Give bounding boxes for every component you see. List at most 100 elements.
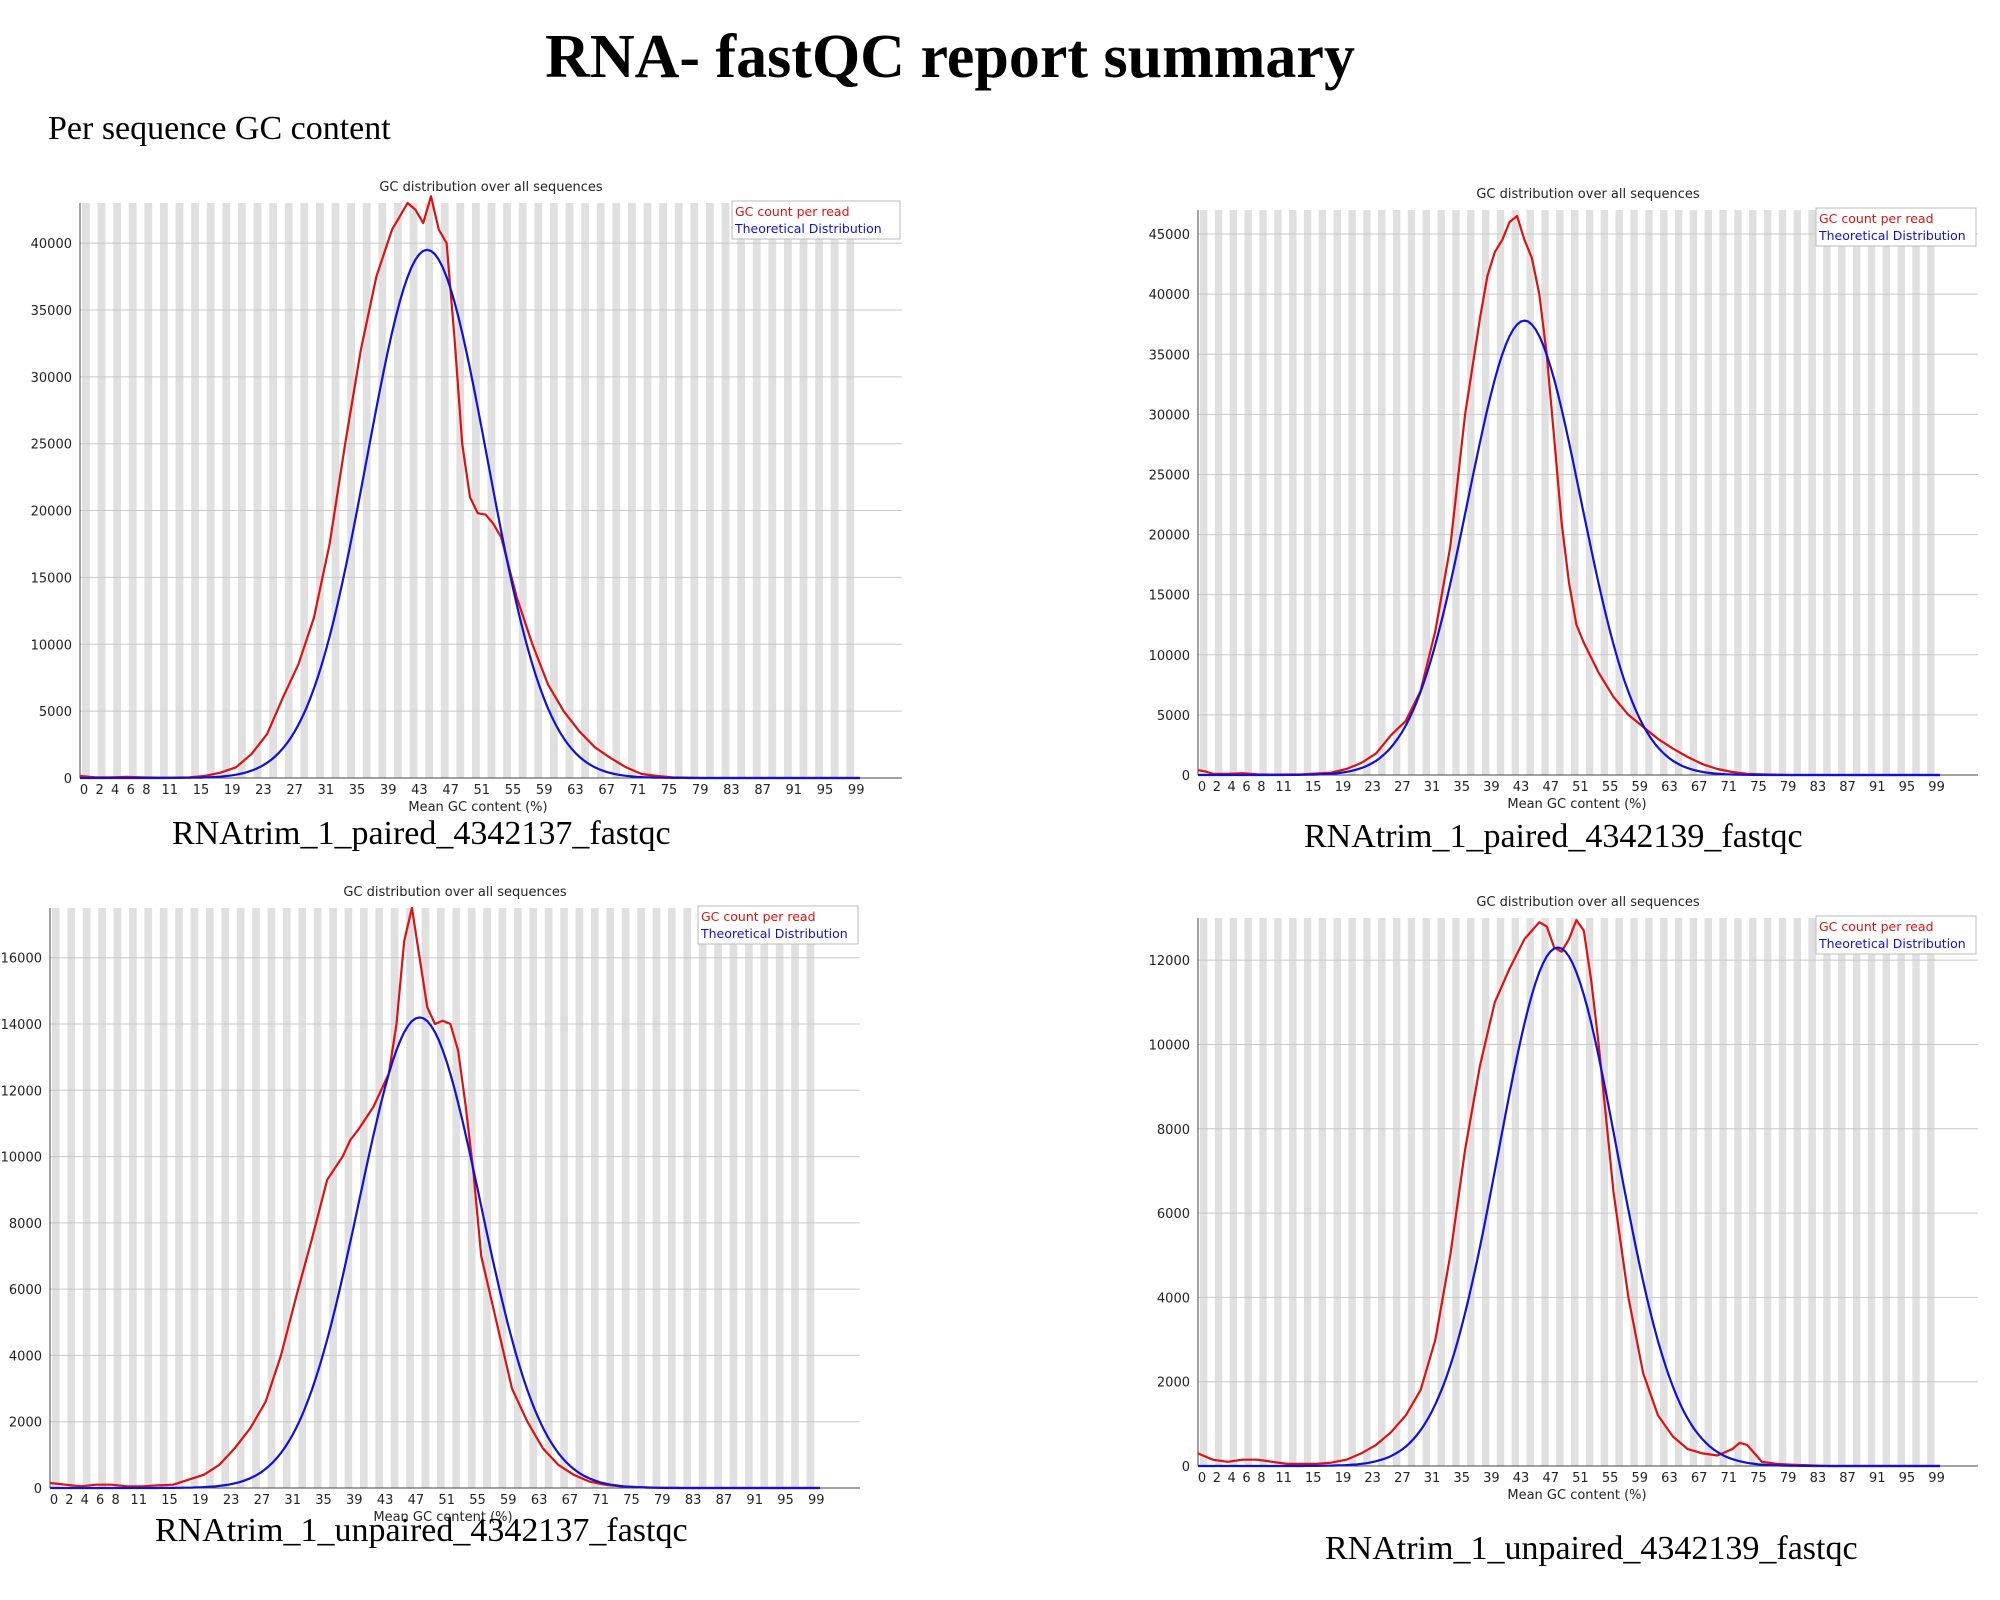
stripe [1496,210,1505,775]
stripe [1422,210,1431,775]
stripe [560,908,568,1488]
x-tick-label: 91 [1869,780,1886,795]
legend-entry: GC count per read [735,204,850,219]
stripe [238,203,246,778]
stripe [1927,210,1935,775]
x-tick-label: 59 [500,1493,517,1508]
series-theoretical-line [50,1016,820,1490]
legend: GC count per read Theoretical Distributio… [1815,915,1977,955]
stripe [729,908,738,1488]
y-tick-label: 35000 [31,304,72,319]
x-tick-label: 31 [284,1493,301,1508]
x-tick-label: 19 [1335,780,1352,795]
x-tick-label: 79 [654,1493,671,1508]
y-tick-label: 14000 [1,1018,42,1033]
stripe [1689,210,1698,775]
stripe [683,908,692,1488]
stripe [1823,918,1831,1466]
y-tick-label: 5000 [39,705,72,720]
y-tick-label: 30000 [1149,408,1190,423]
x-tick-label: 75 [1750,780,1767,795]
stripe [565,203,574,778]
stripe [1778,918,1787,1466]
stripe [1838,210,1846,775]
stripe [1867,918,1876,1466]
x-tick-label: 71 [1721,780,1738,795]
x-axis-label: Mean GC content (%) [1507,797,1646,812]
stripe [775,908,784,1488]
y-tick-label: 45000 [1149,228,1190,243]
series-theoretical-line [80,248,860,780]
x-axis-label: Mean GC content (%) [408,800,547,815]
x-tick-label: 51 [1572,780,1589,795]
chart-title: GC distribution over all sequences [379,180,603,195]
stripe [737,203,745,778]
stripe [1927,918,1935,1466]
stripe [1496,918,1505,1466]
chart-caption: RNAtrim_1_unpaired_4342139_fastqc [1325,1530,1858,1567]
chart-panel-unpaired-4342139: GC distribution over all sequences 0 2000 4… [1120,890,2000,1590]
stripe [1734,918,1742,1466]
stripe [768,203,777,778]
stripe [1259,918,1267,1466]
stripe [1600,210,1609,775]
background-stripes [1200,918,1935,1466]
x-tick-label: 4 [1228,1471,1236,1486]
background-stripes [1200,210,1935,775]
stripe [472,203,480,778]
x-tick-label: 39 [380,783,397,798]
x-tick-label: 11 [130,1493,147,1508]
x-tick-label: 91 [1869,1471,1886,1486]
x-tick-label: 83 [1810,780,1827,795]
legend-entry: GC count per read [1819,211,1934,226]
gc-chart-unpaired-4342137: GC distribution over all sequences 0 2000 4… [1,885,860,1525]
x-tick-label: 35 [315,1493,332,1508]
x-tick-label: 19 [224,783,241,798]
series-theoretical-line [1198,319,1940,777]
series-theoretical-line [1198,946,1940,1468]
stripe [1289,918,1297,1466]
x-tick-label: 23 [255,783,272,798]
x-tick-label: 4 [1228,780,1236,795]
stripe [1303,918,1312,1466]
x-tick-label: 51 [438,1493,455,1508]
stripe [1392,210,1401,775]
chart-panel-paired-4342137: GC distribution over all sequences 0 5000 1… [0,175,920,852]
stripe [791,908,799,1488]
x-tick-label: 27 [286,783,303,798]
x-tick-label: 75 [1750,1471,1767,1486]
stripe [252,908,260,1488]
stripe [1229,210,1238,775]
x-tick-label: 83 [685,1493,702,1508]
y-tick-label: 25000 [31,438,72,453]
stripe [300,203,309,778]
stripe [799,203,808,778]
x-tick-label: 67 [598,783,615,798]
stripe [1571,210,1579,775]
y-tick-label: 8000 [9,1217,42,1232]
y-tick-label: 20000 [31,505,72,520]
x-tick-label: 51 [1572,1471,1589,1486]
stripe [344,908,353,1488]
stripe [745,908,753,1488]
y-tick-label: 8000 [1157,1123,1190,1138]
stripe [503,203,511,778]
stripe [544,908,553,1488]
x-tick-label: 23 [223,1493,240,1508]
stripe [144,908,153,1488]
stripe [1511,918,1520,1466]
x-tick-label: 4 [111,783,119,798]
stripe [698,908,707,1488]
x-tick-label: 27 [1394,1471,1411,1486]
legend-entry: Theoretical Distribution [1818,936,1966,951]
y-tick-label: 0 [64,772,72,787]
y-tick-label: 35000 [1149,348,1190,363]
x-tick-label: 6 [1242,780,1250,795]
stripe [1645,918,1653,1466]
stripe [175,203,184,778]
stripe [1422,918,1431,1466]
chart-caption: RNAtrim_1_unpaired_4342137_fastqc [155,1512,688,1549]
stripe [1274,918,1282,1466]
y-tick-label: 20000 [1149,529,1190,544]
y-tick-label: 16000 [1,952,42,967]
